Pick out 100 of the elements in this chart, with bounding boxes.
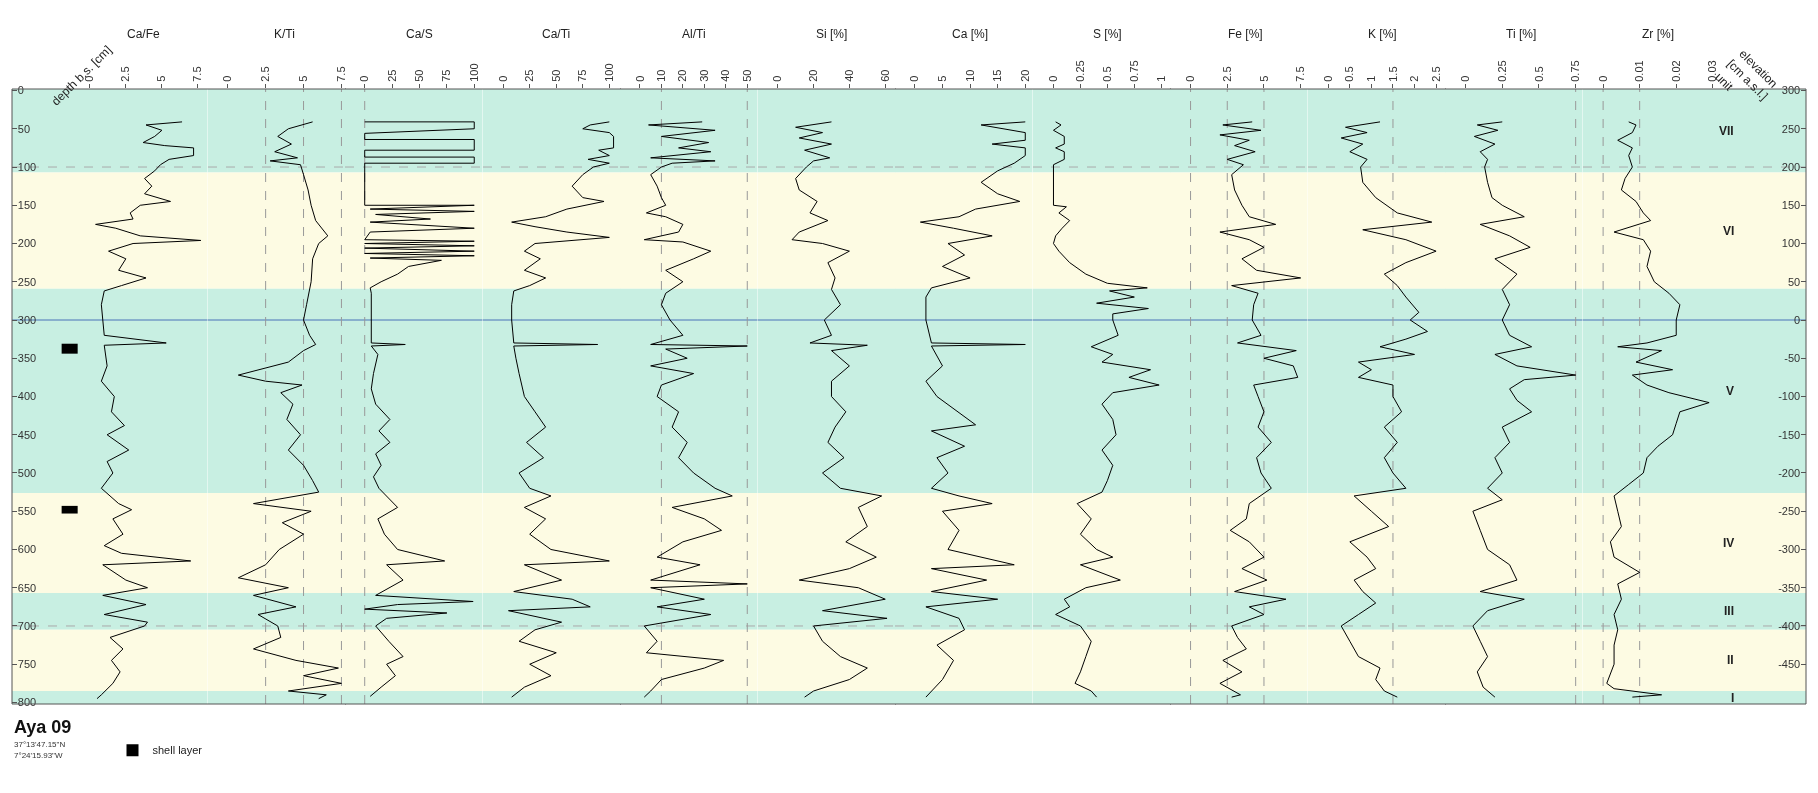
x-tick-label: 50 [549, 69, 562, 82]
y-tick-label: 150 [17, 199, 37, 212]
x-tick-label: 5 [936, 75, 949, 82]
x-tick-label: 0.25 [1073, 60, 1086, 82]
y-tick-label: 550 [17, 505, 37, 518]
x-tick-label: 0 [1459, 75, 1472, 82]
band-label: I [1730, 691, 1734, 705]
x-tick-label: 0 [1596, 75, 1609, 82]
x-tick-label: 0.75 [1569, 60, 1582, 82]
y-tick-label: 800 [17, 696, 37, 709]
y2-tick-label: -400 [1777, 619, 1800, 632]
text: Aya 09 [14, 717, 72, 737]
band-label: II [1726, 653, 1734, 667]
y-tick-label: 450 [17, 428, 37, 441]
x-tick-label: 7.5 [334, 66, 347, 82]
x-tick-label: 2.5 [119, 66, 132, 82]
x-axis-title: Ca/Fe [127, 27, 160, 41]
x-tick-label: 0.25 [1495, 60, 1508, 82]
y-tick-label: 0 [17, 84, 24, 97]
x-tick-label: 0.02 [1669, 60, 1682, 82]
x-tick-label: 20 [676, 69, 689, 82]
x-tick-label: 1 [1154, 75, 1167, 82]
x-tick-label: 0 [496, 75, 509, 82]
x-tick-label: 7.5 [191, 66, 204, 82]
y2-tick-label: -450 [1777, 658, 1800, 671]
x-axis-title: Ca/Ti [541, 27, 570, 41]
y2-tick-label: 150 [1781, 199, 1800, 212]
x-tick-label: 20 [806, 69, 819, 82]
x-tick-label: 5 [155, 75, 168, 82]
y-tick-label: 600 [17, 543, 37, 556]
y2-tick-label: -150 [1777, 428, 1800, 441]
x-axis-title: Zr [%] [1641, 27, 1674, 41]
x-axis-title: K/Ti [273, 27, 295, 41]
x-tick-label: 100 [467, 63, 480, 82]
x-tick-label: 2.5 [258, 66, 271, 82]
x-axis-title: Al/Ti [682, 27, 706, 41]
y-tick-label: 50 [17, 122, 31, 135]
x-tick-label: 10 [963, 69, 976, 82]
x-tick-label: 2.5 [1220, 66, 1233, 82]
y-tick-label: 100 [17, 160, 37, 173]
text: 37°13'47.15"N [14, 740, 66, 749]
y-tick-label: 300 [17, 313, 37, 326]
y-tick-label: 250 [17, 275, 37, 288]
x-tick-label: 0 [358, 75, 371, 82]
y2-tick-label: -350 [1777, 581, 1800, 594]
x-tick-label: 0 [770, 75, 783, 82]
y2-tick-label: -200 [1777, 466, 1800, 479]
x-tick-label: 25 [522, 69, 535, 82]
x-tick-label: 0 [1046, 75, 1059, 82]
x-tick-label: 0.5 [1342, 66, 1355, 82]
x-tick-label: 0 [1184, 75, 1197, 82]
y2-tick-label: 300 [1781, 84, 1800, 97]
y-tick-label: 350 [17, 352, 37, 365]
x-tick-label: 0.5 [1532, 66, 1545, 82]
y2-tick-label: 100 [1781, 237, 1800, 250]
x-tick-label: 0 [220, 75, 233, 82]
x-tick-label: 30 [697, 69, 710, 82]
band-label: VII [1718, 124, 1734, 138]
x-tick-label: 60 [878, 69, 891, 82]
y-tick-label: 700 [17, 619, 37, 632]
x-tick-label: 50 [740, 69, 753, 82]
x-tick-label: 40 [719, 69, 732, 82]
band-label: VI [1722, 224, 1734, 238]
x-axis-title: Si [%] [815, 27, 847, 41]
x-tick-label: 0.75 [1127, 60, 1140, 82]
y2-tick-label: -50 [1783, 352, 1800, 365]
x-tick-label: 25 [385, 69, 398, 82]
text: 7°24'15.93"W [14, 751, 63, 760]
x-tick-label: 2.5 [1429, 66, 1442, 82]
y2-tick-label: 250 [1781, 122, 1800, 135]
line-series [95, 121, 202, 700]
y-tick-label: 200 [17, 237, 37, 250]
x-tick-label: 1 [1364, 75, 1377, 82]
x-tick-label: 40 [842, 69, 855, 82]
band-label: IV [1722, 536, 1734, 550]
y2-tick-label: -100 [1777, 390, 1800, 403]
x-tick-label: 5 [1257, 75, 1270, 82]
x-tick-label: 100 [602, 63, 615, 82]
x-tick-label: 10 [654, 69, 667, 82]
x-tick-label: 0 [1321, 75, 1334, 82]
y2-tick-label: -300 [1777, 543, 1800, 556]
x-tick-label: 75 [575, 69, 588, 82]
x-axis-title: K [%] [1367, 27, 1397, 41]
x-tick-label: 20 [1018, 69, 1031, 82]
y2-tick-label: -250 [1777, 505, 1800, 518]
x-tick-label: 5 [296, 75, 309, 82]
x-tick-label: 0 [908, 75, 921, 82]
band-label: V [1725, 384, 1734, 398]
x-tick-label: 0.01 [1632, 60, 1645, 82]
x-axis-title: Ca [%] [952, 27, 989, 41]
x-tick-label: 0 [633, 75, 646, 82]
band-label: III [1723, 604, 1734, 618]
x-axis-title: Ti [%] [1506, 27, 1537, 41]
x-tick-label: 15 [991, 69, 1004, 82]
y2-tick-label: 0 [1793, 313, 1800, 326]
y-tick-label: 750 [17, 658, 37, 671]
legend-label: shell layer [152, 744, 203, 757]
x-axis-title: S [%] [1092, 27, 1122, 41]
x-tick-label: 1.5 [1386, 66, 1399, 82]
x-axis-title: Ca/S [406, 27, 433, 41]
